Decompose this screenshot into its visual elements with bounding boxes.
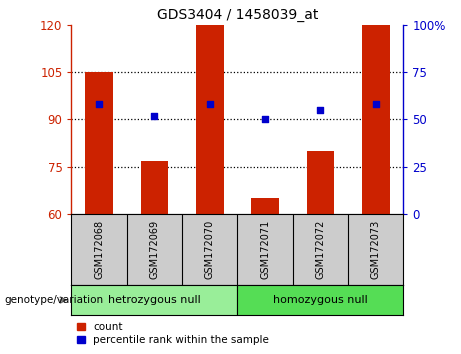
Text: GSM172071: GSM172071 (260, 220, 270, 279)
Text: GSM172072: GSM172072 (315, 220, 325, 279)
Text: genotype/variation: genotype/variation (5, 295, 104, 305)
Bar (71, 285, 237, 315)
Bar (237, 285, 403, 315)
Point (95, 102, 103, 107)
Bar (362, 25, 390, 214)
Text: GSM172068: GSM172068 (94, 220, 104, 279)
Bar (85, 72, 113, 214)
Point (151, 113, 158, 119)
Title: GDS3404 / 1458039_at: GDS3404 / 1458039_at (157, 8, 318, 22)
Text: GSM172069: GSM172069 (149, 220, 160, 279)
Point (372, 102, 379, 107)
Bar (307, 151, 334, 214)
Text: GSM172073: GSM172073 (371, 220, 381, 279)
Bar (196, 25, 224, 214)
Legend: count, percentile rank within the sample: count, percentile rank within the sample (77, 322, 269, 345)
Point (206, 102, 213, 107)
Point (261, 116, 269, 122)
Bar (251, 198, 279, 214)
Bar (141, 160, 168, 214)
Text: homozygous null: homozygous null (273, 295, 368, 305)
Point (317, 107, 324, 113)
Text: GSM172070: GSM172070 (205, 220, 215, 279)
Text: hetrozygous null: hetrozygous null (108, 295, 201, 305)
